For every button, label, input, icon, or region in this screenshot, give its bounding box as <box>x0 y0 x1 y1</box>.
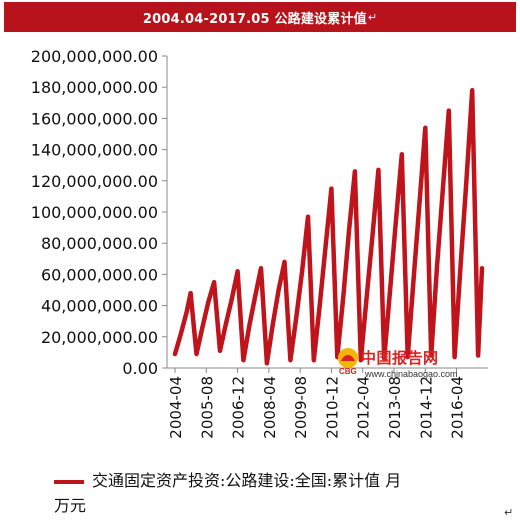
watermark-logo-icon <box>338 348 358 368</box>
y-tick-label: 160,000,000.00 <box>31 109 158 128</box>
legend-label: 交通固定资产投资:公路建设:全国:累计值 月 <box>92 471 402 490</box>
legend-unit-label: 万元 <box>54 496 87 515</box>
x-tick-label: 2006-12 <box>230 376 248 439</box>
x-tick-label: 2004-04 <box>167 376 185 439</box>
chart-title: 2004.04-2017.05 公路建设累计值 <box>142 11 367 27</box>
y-tick-label: 140,000,000.00 <box>31 141 158 160</box>
x-tick-label: 2014-12 <box>417 376 435 439</box>
x-tick-label: 2016-04 <box>449 376 467 439</box>
y-tick-label: 0.00 <box>122 359 158 378</box>
x-tick-label: 2013-08 <box>386 376 404 439</box>
x-tick-label: 2009-08 <box>292 376 310 439</box>
y-tick-label: 20,000,000.00 <box>41 328 158 347</box>
watermark-url-text: www.chinabaogao.com <box>365 369 458 379</box>
legend-line-swatch <box>54 480 84 484</box>
line-chart: 0.00 20,000,000.00 40,000,000.00 60,000,000… <box>31 47 488 439</box>
y-tick-label: 80,000,000.00 <box>41 234 158 253</box>
x-tick-label: 2012-04 <box>355 376 373 439</box>
x-tick-label: 2005-08 <box>198 376 216 439</box>
x-tick-label: 2008-04 <box>261 376 279 439</box>
y-tick-label: 100,000,000.00 <box>31 203 158 222</box>
y-tick-label: 180,000,000.00 <box>31 78 158 97</box>
y-tick-label: 120,000,000.00 <box>31 172 158 191</box>
title-return-mark: ↵ <box>367 10 378 24</box>
chart-title-bar: 2004.04-2017.05 公路建设累计值 ↵ <box>4 2 516 32</box>
watermark-cbg-text: CBG <box>339 367 357 376</box>
watermark: 中国报告网 CBG www.chinabaogao.com <box>337 345 479 385</box>
corner-return-mark: ↵ <box>504 506 514 519</box>
series-line <box>172 88 485 366</box>
watermark-cn-text: 中国报告网 <box>361 349 439 367</box>
y-tick-label: 200,000,000.00 <box>31 47 158 66</box>
chart-legend: 交通固定资产投资:公路建设:全国:累计值 月 <box>54 470 494 492</box>
x-tick-label: 2010-12 <box>323 376 341 439</box>
y-tick-label: 40,000,000.00 <box>41 297 158 316</box>
y-tick-label: 60,000,000.00 <box>41 265 158 284</box>
